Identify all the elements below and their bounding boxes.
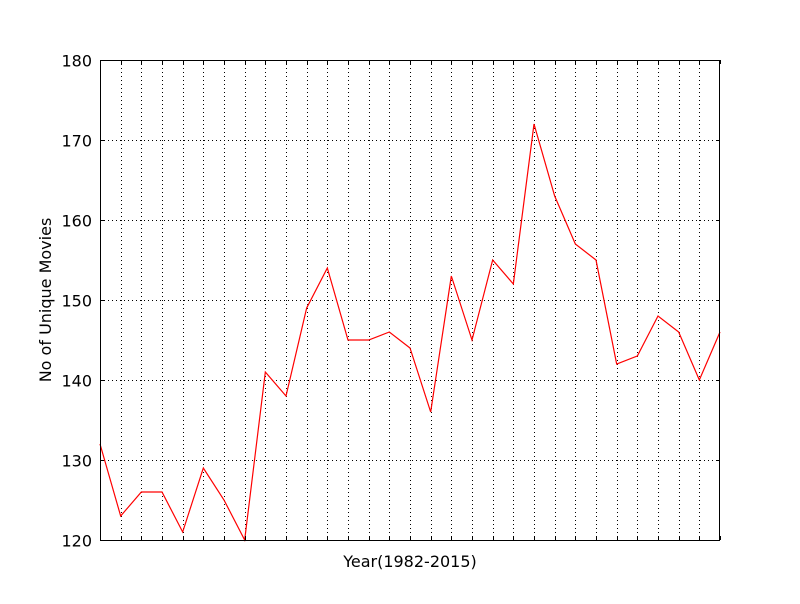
y-tick-label: 150 xyxy=(61,292,92,311)
grid xyxy=(100,60,720,540)
y-tick-label: 180 xyxy=(61,52,92,71)
y-tick-label: 130 xyxy=(61,452,92,471)
y-axis-label: No of Unique Movies xyxy=(36,218,55,383)
y-tick-label: 140 xyxy=(61,372,92,391)
y-tick-label: 170 xyxy=(61,132,92,151)
y-tick-label: 160 xyxy=(61,212,92,231)
y-tick-label: 120 xyxy=(61,532,92,551)
x-axis-label: Year(1982-2015) xyxy=(342,552,477,571)
